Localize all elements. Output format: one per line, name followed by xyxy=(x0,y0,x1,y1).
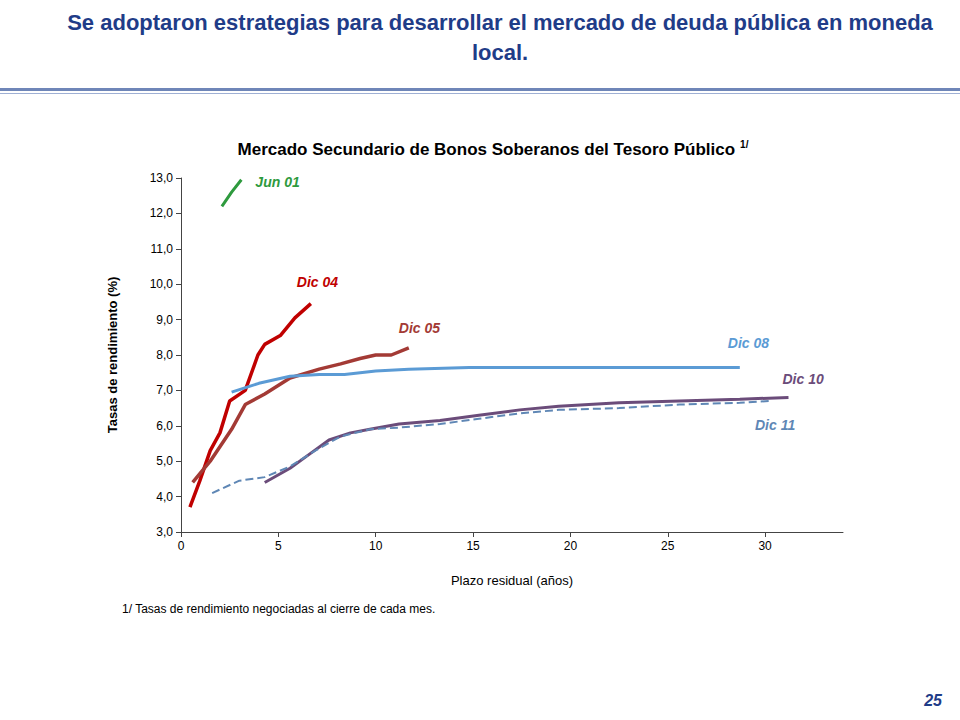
svg-text:25: 25 xyxy=(661,539,675,553)
svg-text:Dic 08: Dic 08 xyxy=(728,335,769,351)
svg-text:5: 5 xyxy=(275,539,282,553)
svg-text:4,0: 4,0 xyxy=(156,490,173,504)
svg-text:3,0: 3,0 xyxy=(156,525,173,539)
svg-text:Dic 05: Dic 05 xyxy=(399,320,440,336)
svg-text:Tasas de rendimiento (%): Tasas de rendimiento (%) xyxy=(105,277,120,434)
svg-text:12,0: 12,0 xyxy=(150,206,174,220)
svg-text:10: 10 xyxy=(369,539,383,553)
svg-text:Dic 11: Dic 11 xyxy=(755,417,795,433)
svg-text:1/: 1/ xyxy=(740,139,749,150)
svg-text:15: 15 xyxy=(466,539,480,553)
svg-text:9,0: 9,0 xyxy=(156,313,173,327)
svg-text:Jun 01: Jun 01 xyxy=(255,174,300,190)
svg-text:1/ Tasas de rendimiento negoci: 1/ Tasas de rendimiento negociadas al ci… xyxy=(122,602,435,616)
svg-text:0: 0 xyxy=(178,539,185,553)
svg-text:30: 30 xyxy=(758,539,772,553)
svg-text:6,0: 6,0 xyxy=(156,419,173,433)
svg-text:8,0: 8,0 xyxy=(156,348,173,362)
svg-text:Mercado Secundario de Bonos So: Mercado Secundario de Bonos Soberanos de… xyxy=(238,140,736,159)
html-text:25: 25 xyxy=(924,692,942,709)
svg-text:Dic 10: Dic 10 xyxy=(782,371,823,387)
svg-text:13,0: 13,0 xyxy=(150,171,174,185)
svg-text:20: 20 xyxy=(564,539,578,553)
svg-text:11,0: 11,0 xyxy=(151,242,174,256)
svg-text:Plazo residual (años): Plazo residual (años) xyxy=(451,573,573,588)
html-text:Se adoptaron estrategias para: Se adoptaron estrategias para desarrolla… xyxy=(67,10,933,65)
svg-text:7,0: 7,0 xyxy=(156,383,173,397)
svg-text:5,0: 5,0 xyxy=(156,454,173,468)
svg-text:10,0: 10,0 xyxy=(150,277,174,291)
svg-text:Dic 04: Dic 04 xyxy=(297,274,338,290)
